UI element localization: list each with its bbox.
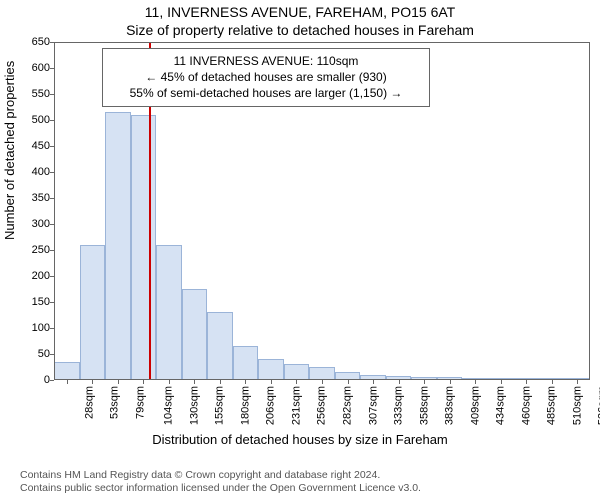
x-tick-mark [245, 380, 246, 384]
y-tick-mark [50, 94, 54, 95]
x-tick-mark [322, 380, 323, 384]
histogram-bar [309, 367, 335, 380]
x-tick-label: 434sqm [495, 386, 507, 425]
x-tick-label: 79sqm [134, 386, 146, 419]
x-tick-label: 409sqm [469, 386, 481, 425]
x-tick-mark [194, 380, 195, 384]
attribution-footer: Contains HM Land Registry data © Crown c… [20, 469, 421, 496]
y-tick-mark [50, 68, 54, 69]
x-tick-mark [296, 380, 297, 384]
y-tick-mark [50, 42, 54, 43]
x-tick-mark [271, 380, 272, 384]
x-tick-mark [67, 380, 68, 384]
x-tick-mark [92, 380, 93, 384]
y-tick-mark [50, 146, 54, 147]
x-tick-mark [169, 380, 170, 384]
x-tick-mark [424, 380, 425, 384]
histogram-plot: 0501001502002503003504004505005506006502… [54, 42, 590, 380]
histogram-bar [284, 364, 310, 380]
x-tick-mark [373, 380, 374, 384]
x-tick-mark [118, 380, 119, 384]
y-tick-mark [50, 302, 54, 303]
x-tick-mark [526, 380, 527, 384]
x-tick-mark [348, 380, 349, 384]
x-tick-label: 460sqm [520, 386, 532, 425]
histogram-bar [131, 115, 157, 380]
footer-line-1: Contains HM Land Registry data © Crown c… [20, 469, 421, 483]
y-tick-mark [50, 198, 54, 199]
x-tick-label: 53sqm [109, 386, 121, 419]
chart-title-address: 11, INVERNESS AVENUE, FAREHAM, PO15 6AT [0, 4, 600, 20]
x-tick-label: 383sqm [444, 386, 456, 425]
y-tick-mark [50, 380, 54, 381]
x-tick-label: 130sqm [188, 386, 200, 425]
annotation-line: ← 45% of detached houses are smaller (93… [111, 69, 421, 85]
x-tick-mark [475, 380, 476, 384]
x-tick-label: 180sqm [239, 386, 251, 425]
x-tick-label: 485sqm [546, 386, 558, 425]
footer-line-2: Contains public sector information licen… [20, 482, 421, 496]
x-tick-label: 206sqm [265, 386, 277, 425]
x-axis-label: Distribution of detached houses by size … [0, 432, 600, 447]
histogram-bar [335, 372, 361, 380]
histogram-bar [207, 312, 233, 380]
histogram-bar [80, 245, 106, 380]
x-tick-label: 155sqm [214, 386, 226, 425]
histogram-bar [258, 359, 284, 380]
histogram-bar [105, 112, 131, 380]
x-tick-label: 28sqm [83, 386, 95, 419]
x-tick-mark [220, 380, 221, 384]
x-tick-label: 282sqm [342, 386, 354, 425]
x-tick-label: 256sqm [316, 386, 328, 425]
y-tick-mark [50, 354, 54, 355]
annotation-box: 11 INVERNESS AVENUE: 110sqm← 45% of deta… [102, 48, 430, 107]
histogram-bar [233, 346, 259, 380]
x-tick-mark [143, 380, 144, 384]
annotation-line: 55% of semi-detached houses are larger (… [111, 85, 421, 101]
x-tick-label: 333sqm [393, 386, 405, 425]
x-tick-mark [399, 380, 400, 384]
x-tick-label: 358sqm [418, 386, 430, 425]
y-tick-mark [50, 172, 54, 173]
y-tick-mark [50, 276, 54, 277]
x-tick-mark [450, 380, 451, 384]
y-tick-mark [50, 250, 54, 251]
x-tick-mark [501, 380, 502, 384]
x-tick-label: 231sqm [291, 386, 303, 425]
histogram-bar [182, 289, 208, 380]
x-tick-label: 307sqm [367, 386, 379, 425]
x-tick-mark [577, 380, 578, 384]
x-tick-label: 510sqm [571, 386, 583, 425]
chart-subtitle: Size of property relative to detached ho… [0, 22, 600, 38]
y-tick-mark [50, 328, 54, 329]
x-tick-label: 104sqm [163, 386, 175, 425]
histogram-bar [54, 362, 80, 380]
histogram-bar [156, 245, 182, 380]
y-tick-mark [50, 120, 54, 121]
annotation-line: 11 INVERNESS AVENUE: 110sqm [111, 53, 421, 69]
x-tick-mark [552, 380, 553, 384]
y-tick-mark [50, 224, 54, 225]
y-axis-label: Number of detached properties [2, 61, 17, 240]
